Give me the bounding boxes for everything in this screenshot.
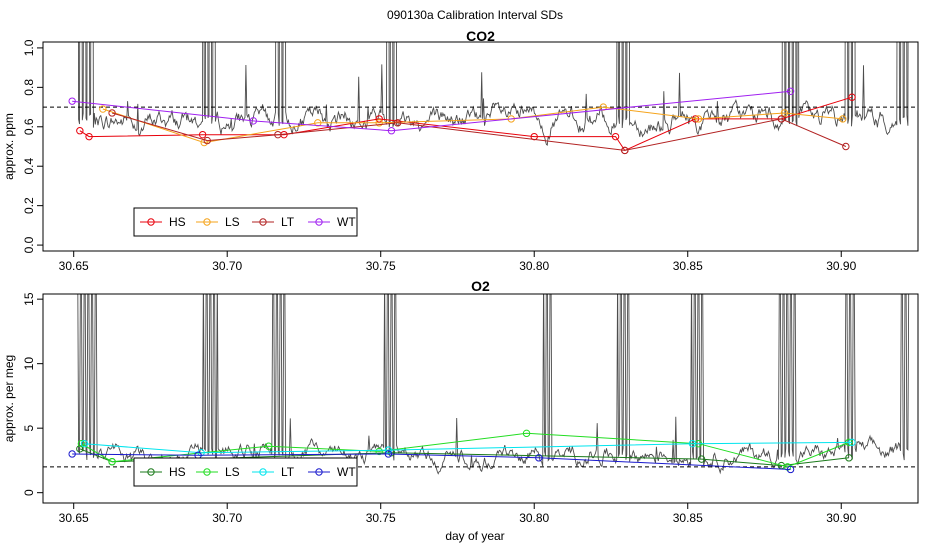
y-tick-label: 1.0 xyxy=(22,39,36,56)
y-tick-label: 0.0 xyxy=(22,236,36,253)
legend-label-LS: LS xyxy=(225,465,240,479)
series-point-HS xyxy=(848,93,856,101)
y-tick-label: 0.4 xyxy=(22,158,36,175)
series-point-HS xyxy=(76,127,84,135)
x-tick-label: 30.70 xyxy=(212,259,242,273)
y-tick-label: 0.6 xyxy=(22,118,36,135)
legend-marker-HS xyxy=(147,468,155,476)
series-point-LS xyxy=(99,105,107,113)
x-tick-label: 30.80 xyxy=(519,259,549,273)
x-tick-label: 30.80 xyxy=(519,511,549,525)
x-tick-label: 30.90 xyxy=(826,259,856,273)
series-line-WT xyxy=(72,90,791,132)
y-tick-label: 15 xyxy=(22,292,36,306)
series-point-LS xyxy=(108,458,116,466)
legend-marker-LT xyxy=(259,468,267,476)
series-point-HS xyxy=(375,115,383,123)
series-point-LS xyxy=(522,429,531,438)
series-point-LS xyxy=(839,115,847,123)
legend-label-HS: HS xyxy=(169,215,186,229)
series-point-HS xyxy=(697,455,706,463)
plot-frame xyxy=(42,41,919,252)
x-tick-label: 30.75 xyxy=(366,259,396,273)
x-tick-label: 30.75 xyxy=(366,511,396,525)
series-point-LT xyxy=(842,142,850,151)
y-axis-label: approx. per meg xyxy=(2,355,16,442)
legend-marker-WT xyxy=(315,468,323,476)
x-tick-label: 30.85 xyxy=(673,259,703,273)
x-tick-label: 30.65 xyxy=(59,511,89,525)
y-tick-label: 0 xyxy=(22,489,36,496)
series-point-WT xyxy=(387,127,396,135)
series-point-WT xyxy=(249,117,258,125)
series-point-LT xyxy=(621,146,629,155)
series-line-LT xyxy=(84,441,853,454)
series-point-HS xyxy=(85,132,93,141)
series-point-LT xyxy=(393,119,402,127)
series-point-WT xyxy=(384,450,393,458)
series-point-HS xyxy=(611,132,620,141)
y-axis-label: approx. ppm xyxy=(2,113,16,180)
series-point-WT xyxy=(68,450,76,458)
legend-marker-LT xyxy=(259,218,267,226)
series-point-LS xyxy=(264,442,273,450)
panel-title: CO2 xyxy=(466,28,495,44)
x-tick-label: 30.70 xyxy=(212,511,242,525)
x-tick-label: 30.65 xyxy=(59,259,89,273)
legend-box xyxy=(133,457,358,487)
legend-marker-LS xyxy=(203,218,211,226)
series-point-HS xyxy=(76,445,84,453)
legend-marker-LS xyxy=(203,468,211,476)
figure-title: 090130a Calibration Interval SDs xyxy=(387,8,563,22)
series-point-WT xyxy=(68,97,76,105)
series-point-LS xyxy=(694,115,703,123)
legend-label-LT: LT xyxy=(281,465,295,479)
legend-label-WT: WT xyxy=(337,215,356,229)
y-tick-label: 0.8 xyxy=(22,79,36,96)
y-tick-label: 5 xyxy=(22,425,36,432)
legend-label-HS: HS xyxy=(169,465,186,479)
legend-marker-HS xyxy=(147,218,155,226)
series-point-LS xyxy=(314,119,322,127)
series-point-WT xyxy=(786,87,795,95)
plot-area xyxy=(43,42,918,155)
series-point-HS xyxy=(845,454,853,462)
x-tick-label: 30.90 xyxy=(826,511,856,525)
series-point-LT xyxy=(274,130,282,139)
measurement-trace xyxy=(78,42,909,146)
series-point-LT xyxy=(203,136,211,145)
series-point-LT xyxy=(384,446,393,454)
legend-label-LS: LS xyxy=(225,215,240,229)
legend-label-LT: LT xyxy=(281,215,295,229)
series-point-LS xyxy=(375,119,383,127)
series-line-LT xyxy=(111,112,847,151)
plot-frame xyxy=(42,293,919,504)
series-line-HS xyxy=(79,96,853,152)
series-point-LT xyxy=(777,115,786,123)
series-point-LT xyxy=(108,109,116,117)
series-line-HS xyxy=(79,448,849,467)
series-point-LT xyxy=(848,438,856,447)
o2-panel: O2 approx. per meg 0 5 10 15 30.65 30.70 30.75 30… xyxy=(2,278,919,525)
series-point-WT xyxy=(786,465,795,474)
series-point-LT xyxy=(80,439,89,448)
y-tick-label: 0.2 xyxy=(22,197,36,214)
series-point-LT xyxy=(688,439,697,448)
co2-panel: CO2 approx. ppm 0.0 0.2 0.4 0.6 0.8 1.0 30.65 30.… xyxy=(2,28,919,273)
y-tick-label: 10 xyxy=(22,357,36,371)
legend-label-WT: WT xyxy=(337,465,356,479)
plot-area xyxy=(43,294,918,475)
series-line-LS xyxy=(102,106,843,144)
series-point-HS xyxy=(198,130,207,139)
series-line-WT xyxy=(72,453,791,470)
x-tick-label: 30.85 xyxy=(673,511,703,525)
legend-marker-WT xyxy=(315,218,323,226)
series-point-WT xyxy=(535,454,543,462)
panel-title: O2 xyxy=(471,278,490,294)
x-axis-label: day of year xyxy=(445,529,504,543)
series-point-LS xyxy=(375,447,383,456)
series-point-LS xyxy=(780,109,789,117)
